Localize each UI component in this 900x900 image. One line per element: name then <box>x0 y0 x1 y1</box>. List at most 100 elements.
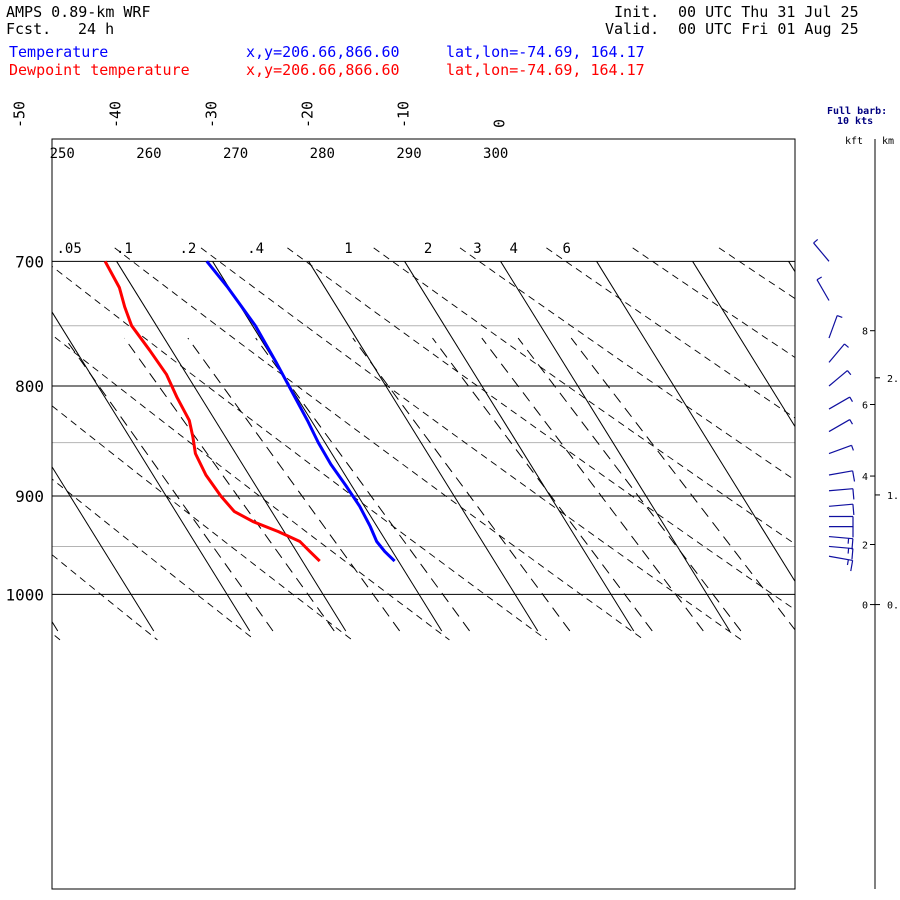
mixing-ratio-label: 4 <box>509 241 517 257</box>
dry-adiabat <box>632 247 795 359</box>
init-time: 00 UTC Thu 31 Jul 25 <box>678 3 859 21</box>
dry-adiabat-label: 250 <box>50 146 75 162</box>
wind-barb <box>828 503 855 516</box>
mixing-ratio-line <box>570 337 795 631</box>
dry-adiabat-label: 270 <box>223 146 248 162</box>
dry-adiabat <box>52 478 255 641</box>
dry-adiabat <box>52 632 61 641</box>
temperature-tick-label: -20 <box>299 101 317 128</box>
mixing-ratio-line <box>481 337 704 632</box>
isotherm <box>596 261 795 583</box>
dry-adiabat <box>52 334 450 641</box>
dry-adiabat <box>459 247 795 481</box>
kft-tick-label: 8 <box>862 327 868 338</box>
pressure-tick-label: 900 <box>15 487 44 506</box>
dry-adiabat <box>718 247 795 300</box>
forecast-label: Fcst. <box>6 20 52 38</box>
wind-barb <box>828 444 854 455</box>
legend-dewpoint-latlon: lat,lon=-74.69, 164.17 <box>446 61 645 79</box>
plot-frame <box>51 138 796 890</box>
mixing-ratio-label: .05 <box>56 241 81 257</box>
kft-tick-label: 4 <box>862 472 868 483</box>
temperature-tick-label: -30 <box>203 101 221 128</box>
isotherm <box>885 261 900 631</box>
mixing-ratio-line <box>517 337 742 632</box>
profile-lines <box>103 260 396 563</box>
mixing-ratio-line <box>64 337 274 632</box>
wind-barb <box>829 515 854 528</box>
dry-adiabat-label: 260 <box>136 146 161 162</box>
mixing-ratio-label: .4 <box>247 241 264 257</box>
valid-label: Valid. <box>605 20 660 38</box>
mixing-ratio-label: .2 <box>179 241 196 257</box>
pressure-tick-label: 700 <box>15 252 44 271</box>
kft-tick-label: 6 <box>862 400 868 411</box>
legend-temperature-latlon: lat,lon=-74.69, 164.17 <box>446 43 645 61</box>
km-tick-label: 2. <box>887 374 899 385</box>
dry-adiabat <box>805 248 900 640</box>
mixing-ratio-label: 6 <box>562 241 570 257</box>
model-title: AMPS 0.89-km WRF <box>6 3 151 21</box>
pressure-tick-label: 1000 <box>5 585 44 604</box>
mixing-ratio-label: .1 <box>116 241 133 257</box>
kft-label: kft <box>845 136 863 147</box>
wind-barb <box>828 314 843 339</box>
background-grid <box>52 247 900 641</box>
mixing-ratio-label: 1 <box>344 241 352 257</box>
dry-adiabat <box>200 247 742 641</box>
pressure-tick-label: 800 <box>15 377 44 396</box>
valid-time: 00 UTC Fri 01 Aug 25 <box>678 20 859 38</box>
wind-barb <box>813 239 830 262</box>
wind-barb <box>816 276 830 301</box>
isotherm <box>500 261 731 632</box>
wind-barb <box>828 535 854 550</box>
temperature-tick-label: -10 <box>395 101 413 128</box>
init-label: Init. <box>614 3 660 21</box>
mixing-ratio-label: 3 <box>473 241 481 257</box>
isotherm <box>788 261 795 273</box>
dry-adiabat-label: 300 <box>483 146 508 162</box>
isotherm <box>308 261 539 632</box>
mixing-ratio-label: 2 <box>424 241 432 257</box>
wind-barb <box>828 370 852 387</box>
axis-labels: 7008009001000-70-60-50-40-30-20-10022023… <box>5 101 570 604</box>
height-axis: Full barb: 10 kts kft km 8 6 4 2 0 2. 1. 0. <box>827 106 899 889</box>
wind-barb <box>828 396 854 410</box>
mixing-ratio-line <box>255 337 470 632</box>
temperature-profile <box>205 260 396 563</box>
isotherm <box>212 261 443 632</box>
temperature-tick-label: -50 <box>11 101 29 128</box>
isotherm <box>52 465 155 632</box>
km-tick-label: 0. <box>887 601 899 612</box>
dry-adiabat-label: 280 <box>310 146 335 162</box>
wind-barb <box>828 545 854 560</box>
barb-note-line2: 10 kts <box>837 116 873 127</box>
temperature-tick-label: 0 <box>491 119 509 128</box>
wind-barb <box>828 470 856 482</box>
legend-dewpoint-xy: x,y=206.66,866.60 <box>246 61 400 79</box>
legend-dewpoint-name: Dewpoint temperature <box>9 61 190 79</box>
isotherm <box>52 620 59 632</box>
temperature-tick-label: -40 <box>107 101 125 128</box>
legend-temperature-xy: x,y=206.66,866.60 <box>246 43 400 61</box>
km-tick-label: 1. <box>887 491 899 502</box>
wind-barbs <box>813 239 856 572</box>
wind-barb <box>828 488 855 500</box>
isotherm <box>116 261 347 632</box>
isotherm <box>52 311 251 632</box>
mixing-ratio-line <box>187 337 401 632</box>
wind-barb <box>829 525 854 538</box>
kft-tick-label: 0 <box>862 601 868 612</box>
mixing-ratio-line <box>352 337 571 632</box>
forecast-hour: 24 h <box>78 20 115 38</box>
barb-note-line1: Full barb: <box>827 106 887 117</box>
isotherm <box>692 261 795 428</box>
wind-barb <box>828 555 854 572</box>
dry-adiabat <box>52 265 548 641</box>
dry-adiabat <box>287 247 795 611</box>
dewpoint-temperature-profile <box>103 260 321 563</box>
dry-adiabat <box>52 405 353 641</box>
kft-tick-label: 2 <box>862 540 868 551</box>
legend-temperature-name: Temperature <box>9 43 109 61</box>
